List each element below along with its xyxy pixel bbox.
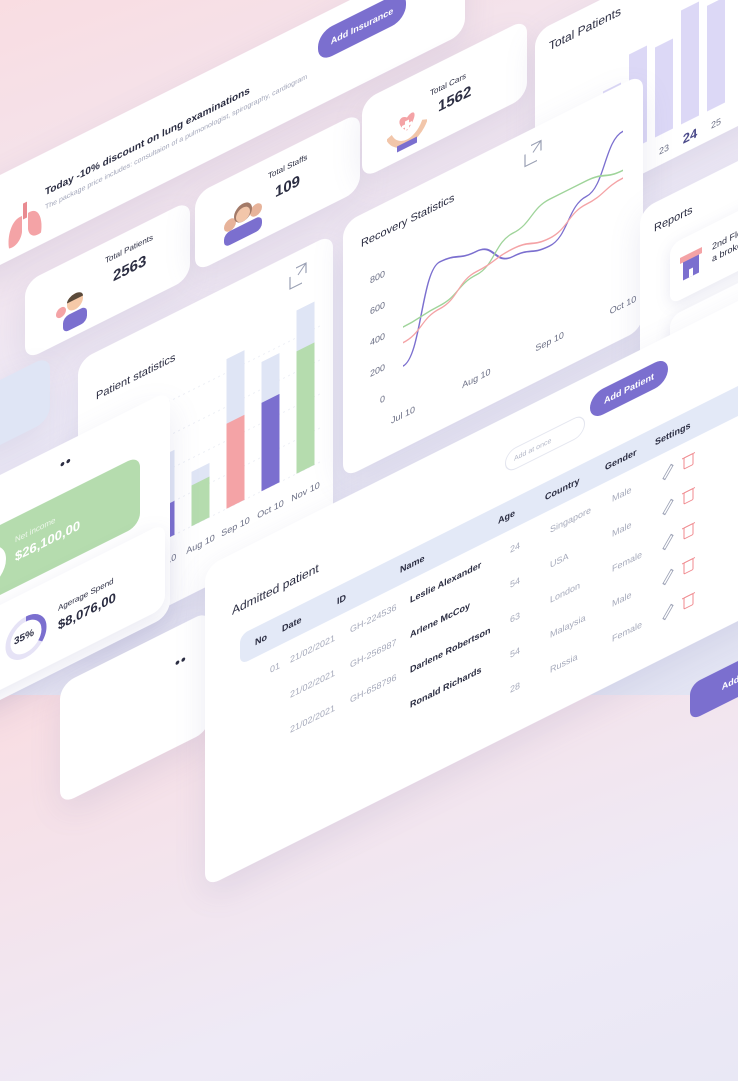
table-cell: 21/02/2021 bbox=[290, 702, 336, 735]
y-tick-label: 400 bbox=[370, 331, 385, 349]
table-cell: 21/02/2021 bbox=[290, 632, 336, 665]
y-tick-label: 600 bbox=[370, 300, 385, 318]
action-icons[interactable] bbox=[660, 447, 700, 483]
bar bbox=[191, 476, 210, 527]
row-actions bbox=[660, 447, 700, 488]
table-cell: 54 bbox=[510, 644, 521, 660]
x-tick-label: Nov 10 bbox=[291, 480, 319, 505]
x-tick-label: Oct 10 bbox=[610, 294, 636, 318]
table-cell: 63 bbox=[510, 609, 521, 625]
ring bbox=[0, 546, 6, 593]
x-tick-label: Oct 10 bbox=[257, 498, 283, 522]
partial-card bbox=[0, 355, 50, 460]
search-input[interactable]: Add at once bbox=[505, 412, 585, 475]
grid-line bbox=[148, 324, 323, 413]
grid-line bbox=[148, 358, 323, 447]
menu-dots[interactable]: •• bbox=[175, 649, 187, 672]
row-actions bbox=[660, 587, 700, 628]
y-tick-label: 0 bbox=[380, 393, 385, 406]
care-icon bbox=[387, 112, 427, 153]
line bbox=[402, 177, 624, 344]
net-income-card: Net income $26,100,00 bbox=[0, 455, 140, 610]
table-cell: Male bbox=[612, 519, 632, 539]
bar bbox=[707, 0, 725, 112]
reports-title: Reports bbox=[654, 203, 693, 235]
staff-icon bbox=[224, 202, 262, 246]
page: Today -10% discount on lung examinations… bbox=[0, 0, 738, 888]
table-cell: 24 bbox=[510, 539, 521, 555]
reports-card: Reports 2nd Flo a broke bbox=[640, 145, 738, 430]
table-cell: GH-256987 bbox=[350, 636, 397, 670]
admitted-patient-card: Admitted patient Add at once Add Patient… bbox=[205, 282, 738, 888]
table-cell: GH-658796 bbox=[350, 671, 397, 705]
table-cell: Male bbox=[612, 484, 632, 504]
table-cell: Singapore bbox=[550, 504, 592, 535]
x-tick-label: Sep 10 bbox=[221, 515, 249, 540]
dashboard-plane: Today -10% discount on lung examinations… bbox=[0, 0, 738, 888]
x-tick-label: 24 bbox=[683, 125, 698, 147]
grid-line bbox=[148, 460, 323, 549]
table-cell: GH-224536 bbox=[350, 601, 397, 635]
x-tick-label: 23 bbox=[659, 142, 669, 157]
row-actions bbox=[660, 552, 700, 593]
table-cell: Ronald Richards bbox=[410, 664, 482, 710]
table-cell: Arlene McCoy bbox=[410, 599, 471, 640]
add-insurance-button[interactable]: Add Insurance bbox=[318, 0, 406, 63]
lungs-icon bbox=[8, 201, 42, 249]
chart-title: Recovery Statistics bbox=[361, 191, 455, 250]
table-cell: USA bbox=[550, 550, 569, 570]
chart-title: Total Patients bbox=[549, 3, 621, 53]
x-tick-label: Aug 10 bbox=[186, 532, 214, 557]
stat-value: 109 bbox=[275, 171, 301, 202]
bar bbox=[681, 1, 699, 125]
table-cell: Male bbox=[612, 589, 632, 609]
stat-card: Total Cars 1562 bbox=[362, 18, 527, 179]
action-icons[interactable] bbox=[660, 517, 700, 553]
add-button[interactable]: Add D bbox=[690, 640, 738, 721]
x-tick-label: Jul 10 bbox=[391, 404, 415, 426]
expand-icon[interactable] bbox=[289, 262, 307, 290]
x-tick-label: 25 bbox=[711, 116, 721, 131]
add-patient-button[interactable]: Add Patient bbox=[590, 356, 668, 421]
x-tick-label: Sep 10 bbox=[535, 330, 563, 355]
percent-ring bbox=[5, 614, 47, 660]
stat-card: Total Staffs 109 bbox=[195, 112, 360, 273]
action-icons[interactable] bbox=[660, 552, 700, 588]
menu-dots[interactable]: •• bbox=[60, 451, 72, 473]
report-item[interactable]: 2nd Flo a broke bbox=[670, 190, 738, 305]
table-cell: 28 bbox=[510, 679, 521, 695]
action-icons[interactable] bbox=[660, 482, 700, 518]
bar bbox=[261, 393, 280, 492]
table-cell: Malaysia bbox=[550, 612, 586, 640]
stat-card: Total Patients 2563 bbox=[25, 200, 190, 361]
grid-line bbox=[148, 392, 323, 481]
line bbox=[402, 169, 624, 328]
bar bbox=[655, 38, 673, 138]
grid-line bbox=[148, 426, 323, 515]
table-cell: 21/02/2021 bbox=[290, 667, 336, 700]
row-actions bbox=[660, 482, 700, 523]
y-tick-label: 800 bbox=[370, 269, 385, 287]
row-actions bbox=[660, 517, 700, 558]
action-icons[interactable] bbox=[660, 587, 700, 623]
table-cell: Russia bbox=[550, 651, 578, 675]
finance-card: •• Net income $26,100,00 35% Agerage Spe… bbox=[0, 390, 170, 715]
promo-card: Today -10% discount on lung examinations… bbox=[0, 0, 465, 280]
bar bbox=[296, 342, 315, 474]
building-icon bbox=[680, 247, 702, 281]
table-cell: London bbox=[550, 579, 581, 605]
table-cell: 01 bbox=[270, 659, 281, 675]
x-tick-label: Aug 10 bbox=[462, 367, 490, 392]
patient-icon bbox=[56, 292, 87, 332]
expand-icon[interactable] bbox=[524, 139, 542, 168]
line bbox=[402, 130, 624, 367]
table-cell: Female bbox=[612, 548, 643, 574]
average-spend-card: 35% Agerage Spend $8,076,00 bbox=[0, 522, 165, 705]
bar bbox=[226, 414, 245, 509]
table-cell: Female bbox=[612, 618, 643, 644]
y-tick-label: 200 bbox=[370, 362, 385, 380]
table-cell: 54 bbox=[510, 574, 521, 590]
